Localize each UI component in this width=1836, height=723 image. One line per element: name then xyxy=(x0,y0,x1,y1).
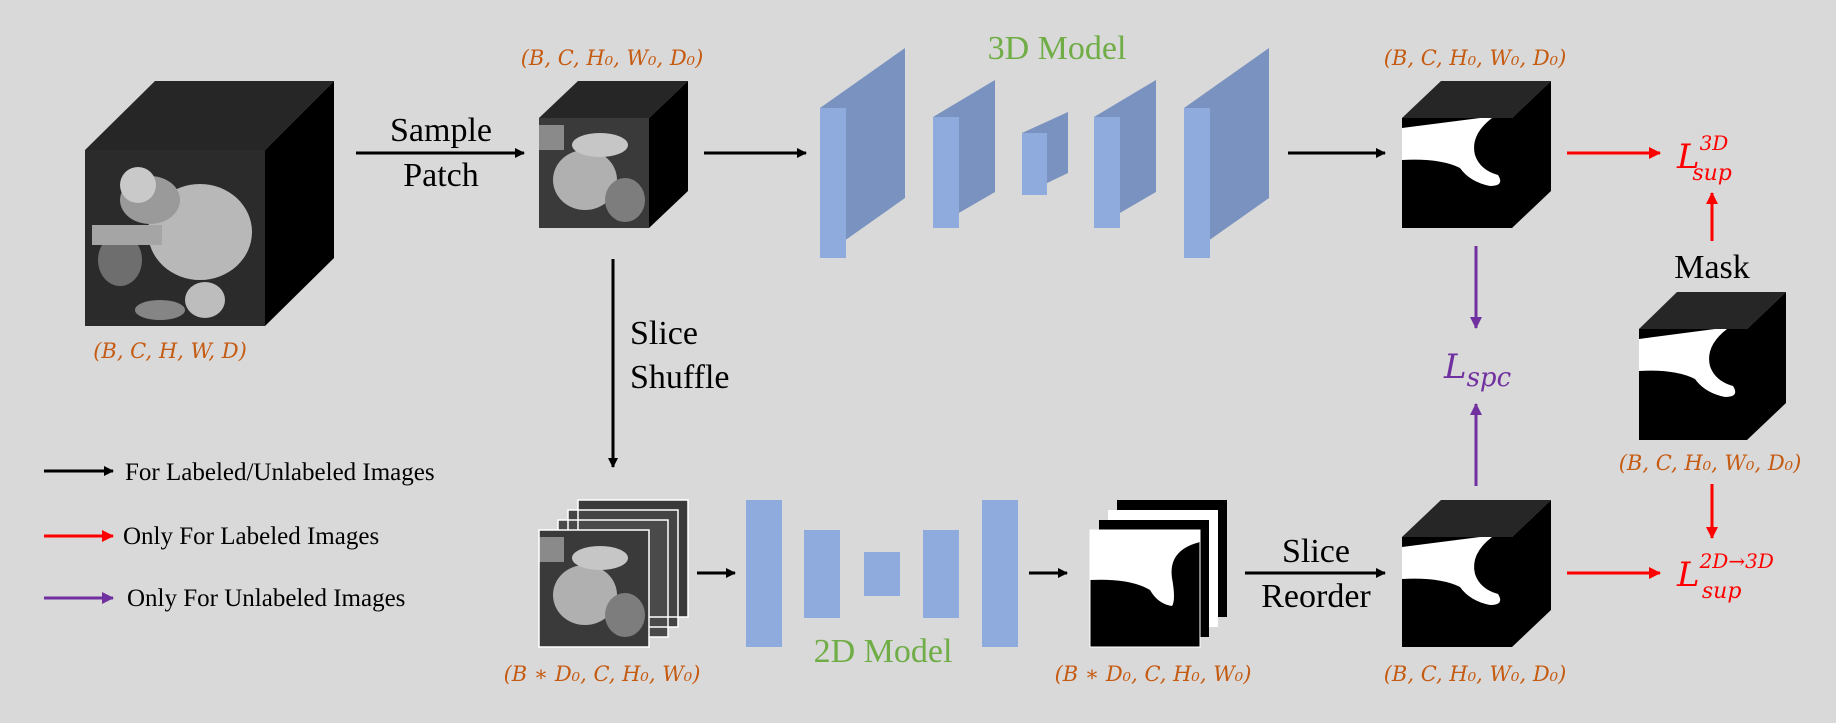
layer-3d-dec1 xyxy=(1094,80,1156,228)
patch-cube xyxy=(539,81,688,228)
layer-2d-enc1 xyxy=(746,500,782,647)
legend-label-red: Only For Labeled Images xyxy=(123,523,379,550)
legend: For Labeled/Unlabeled Images Only For La… xyxy=(44,459,435,612)
input-volume-cube xyxy=(85,81,334,326)
ct-slice-front xyxy=(539,530,649,647)
dim-slices: (B ∗ D₀, C, H₀, W₀) xyxy=(504,662,701,686)
dim-mask: (B, C, H₀, W₀, D₀) xyxy=(1619,451,1802,475)
patch-label: Patch xyxy=(403,157,479,194)
slice-shuffle-label-1: Slice xyxy=(630,315,698,352)
mask-cube xyxy=(1639,292,1786,440)
legend-label-black: For Labeled/Unlabeled Images xyxy=(125,459,435,486)
layer-3d-enc2 xyxy=(933,80,995,228)
dim-input-volume: (B, C, H, W, D) xyxy=(93,339,247,363)
layer-2d-bottleneck xyxy=(864,552,900,596)
slice-shuffle-label-2: Shuffle xyxy=(630,359,729,396)
model-2d-label: 2D Model xyxy=(814,633,953,670)
dim-pred-3d: (B, C, H₀, W₀, D₀) xyxy=(1384,46,1567,70)
dim-pred-2d-slices: (B ∗ D₀, C, H₀, W₀) xyxy=(1055,662,1252,686)
loss-sup-3d: L3D sup xyxy=(1676,131,1732,186)
ct-patch-image xyxy=(539,118,649,228)
sample-label: Sample xyxy=(390,112,492,149)
model-3d-label: 3D Model xyxy=(988,30,1127,67)
dim-reordered: (B, C, H₀, W₀, D₀) xyxy=(1384,662,1567,686)
model-3d xyxy=(820,48,1269,258)
layer-3d-dec2 xyxy=(1184,48,1269,258)
loss-sup-2d3d: L2D→3D sup xyxy=(1676,549,1774,604)
prediction-2d-slice-stack xyxy=(1089,500,1227,648)
layer-3d-bottleneck xyxy=(1022,112,1068,195)
slice-reorder-label-2: Reorder xyxy=(1261,578,1371,615)
arrows xyxy=(356,147,1718,579)
dim-patch: (B, C, H₀, W₀, D₀) xyxy=(521,46,704,70)
layer-2d-enc2 xyxy=(804,530,840,618)
layer-2d-dec2 xyxy=(982,500,1018,647)
loss-spc: Lspc xyxy=(1443,347,1512,393)
prediction-3d-cube xyxy=(1402,81,1551,228)
reordered-3d-cube xyxy=(1402,500,1551,647)
layer-3d-enc1 xyxy=(820,48,905,258)
model-2d xyxy=(746,500,1018,647)
legend-label-purple: Only For Unlabeled Images xyxy=(127,585,405,612)
layer-2d-dec1 xyxy=(923,530,959,618)
ct-scan-image xyxy=(85,150,265,326)
slice-reorder-label-1: Slice xyxy=(1282,533,1350,570)
ct-slice-stack xyxy=(538,499,689,648)
mask-label: Mask xyxy=(1674,249,1750,286)
